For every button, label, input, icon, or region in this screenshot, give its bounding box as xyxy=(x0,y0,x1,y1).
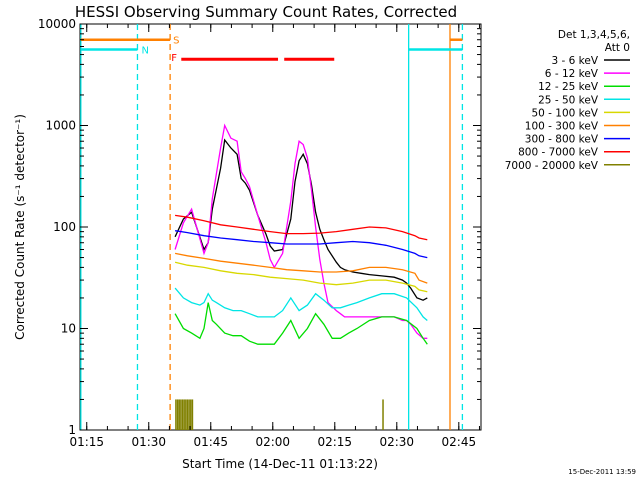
y-tick-label: 1000 xyxy=(45,119,76,133)
flag-bars: S N F xyxy=(80,36,463,64)
x-tick-label: 02:30 xyxy=(379,435,414,449)
legend-header-line-2: Att 0 xyxy=(605,42,630,54)
flag-label-s: S xyxy=(173,36,179,47)
series-line xyxy=(175,230,428,259)
series-line xyxy=(174,252,428,284)
legend-label: 25 - 50 keV xyxy=(538,94,599,106)
y-tick-label: 10 xyxy=(61,322,76,336)
x-tick-label: 01:45 xyxy=(193,435,228,449)
timestamp: 15-Dec-2011 13:59 xyxy=(568,468,636,476)
legend-header-line-1: Det 1,3,4,5,6, xyxy=(558,29,630,41)
x-tick-label: 02:00 xyxy=(255,435,290,449)
series-line xyxy=(175,214,428,241)
legend-label: 300 - 800 keV xyxy=(525,134,599,146)
legend-label: 50 - 100 keV xyxy=(531,107,598,119)
x-tick-label: 01:30 xyxy=(131,435,166,449)
x-tick-label: 02:45 xyxy=(442,435,477,449)
x-tick-label: 02:15 xyxy=(317,435,352,449)
chart-title: HESSI Observing Summary Count Rates, Cor… xyxy=(75,3,457,21)
series-line xyxy=(174,302,428,345)
y-tick-label: 1 xyxy=(68,423,76,437)
x-axis: 01:15 01:30 01:45 02:00 02:15 02:30 02:45 xyxy=(69,24,480,449)
x-tick-label: 01:15 xyxy=(69,435,104,449)
flag-label-n: N xyxy=(141,46,148,57)
legend-label: 6 - 12 keV xyxy=(545,68,599,80)
series-line xyxy=(174,138,428,301)
plot-frame xyxy=(79,23,482,431)
legend-label: 800 - 7000 keV xyxy=(518,147,599,159)
y-tick-label: 10000 xyxy=(38,17,76,31)
series-line xyxy=(174,261,428,293)
series-lines xyxy=(174,123,428,430)
legend-label: 12 - 25 keV xyxy=(538,81,599,93)
plot-area: S N F xyxy=(79,23,482,431)
legend-label: 7000 - 20000 keV xyxy=(505,160,599,172)
x-axis-label: Start Time (14-Dec-11 01:13:22) xyxy=(182,457,378,471)
y-tick-label: 100 xyxy=(53,220,76,234)
series-line xyxy=(174,287,428,321)
y-axis: 1 10 100 1000 10000 xyxy=(38,17,481,437)
vertical-markers xyxy=(80,24,464,430)
y-axis-label: Corrected Count Rate (s⁻¹ detector⁻¹) xyxy=(13,114,27,340)
legend-label: 100 - 300 keV xyxy=(525,121,599,133)
flag-label-f: F xyxy=(171,53,177,64)
legend-label: 3 - 6 keV xyxy=(551,55,598,67)
